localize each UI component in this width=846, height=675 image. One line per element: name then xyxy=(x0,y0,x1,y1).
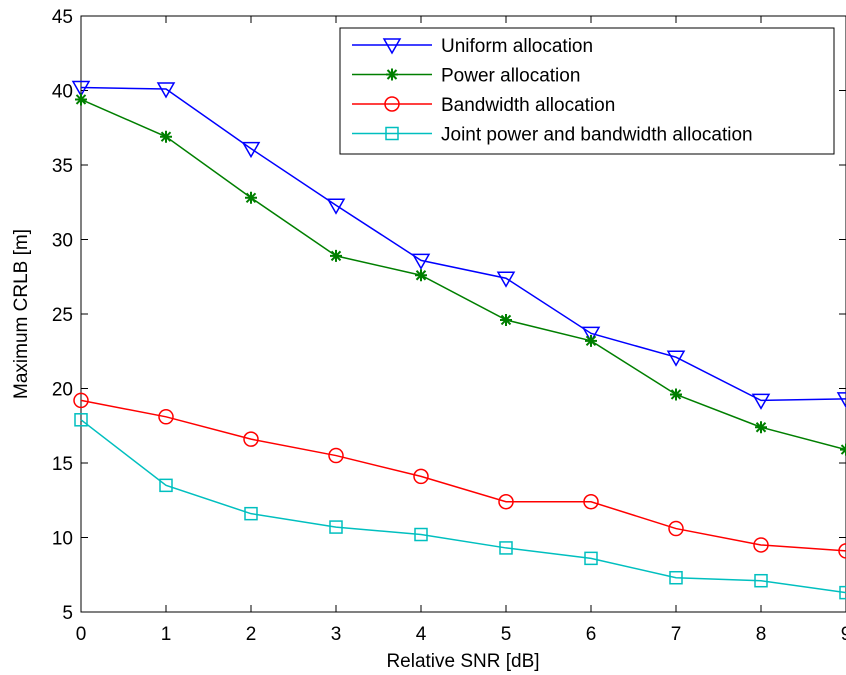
x-tick-label: 7 xyxy=(671,624,682,645)
axis-ticks: 012345678951015202530354045 xyxy=(52,7,846,645)
series-3-point-7 xyxy=(669,570,683,585)
legend-label: Uniform allocation xyxy=(441,36,593,57)
series-line-0 xyxy=(80,86,846,402)
series-0-point-7 xyxy=(666,350,686,367)
series-2-point-9 xyxy=(838,543,846,559)
series-1-point-5 xyxy=(500,313,512,326)
series-1-point-2 xyxy=(245,191,257,204)
series-2-point-2 xyxy=(243,431,259,447)
series-2-point-6 xyxy=(583,493,599,510)
series-0-point-3 xyxy=(326,198,346,215)
series-layer xyxy=(71,80,846,600)
x-tick-label: 1 xyxy=(161,624,172,645)
series-2-point-4 xyxy=(413,468,429,485)
series-3-point-6 xyxy=(584,551,598,566)
x-tick-label: 8 xyxy=(756,624,767,645)
series-3-point-9 xyxy=(839,585,846,600)
series-0-point-8 xyxy=(751,393,771,410)
y-tick-label: 10 xyxy=(52,529,73,550)
legend-label: Bandwidth allocation xyxy=(441,95,615,116)
series-3-point-5 xyxy=(499,541,513,555)
y-tick-label: 20 xyxy=(52,380,73,401)
legend-entry-1: Power allocation xyxy=(352,66,580,87)
x-tick-label: 2 xyxy=(246,624,257,645)
x-tick-label: 5 xyxy=(501,624,512,645)
series-3-point-0 xyxy=(74,413,88,427)
series-legend-1-point-0 xyxy=(386,68,398,81)
legend-label: Power allocation xyxy=(441,66,580,87)
series-3 xyxy=(74,413,846,600)
legend-entry-0: Uniform allocation xyxy=(352,36,593,57)
series-2-point-0 xyxy=(73,392,89,409)
y-tick-label: 30 xyxy=(52,231,73,252)
series-2-point-8 xyxy=(753,537,769,553)
series-3-point-8 xyxy=(754,573,768,588)
series-2-point-1 xyxy=(158,409,174,425)
y-tick-label: 5 xyxy=(62,603,73,624)
series-0-point-2 xyxy=(241,141,261,159)
series-0-point-9 xyxy=(836,392,846,409)
x-tick-label: 6 xyxy=(586,624,597,645)
series-0-point-1 xyxy=(156,82,176,99)
series-line-1 xyxy=(80,98,846,451)
y-tick-label: 15 xyxy=(52,454,73,475)
series-2-point-5 xyxy=(498,493,514,510)
series-1 xyxy=(75,93,846,456)
legend-entry-3: Joint power and bandwidth allocation xyxy=(352,125,753,146)
x-tick-label: 9 xyxy=(841,624,846,645)
series-0-point-6 xyxy=(581,326,601,343)
y-tick-label: 40 xyxy=(52,82,73,103)
series-1-point-8 xyxy=(755,421,767,434)
series-legend-0-point-0 xyxy=(382,38,402,55)
series-3-point-4 xyxy=(414,527,428,542)
series-0-point-0 xyxy=(71,80,91,98)
series-0 xyxy=(71,80,846,410)
series-line-2 xyxy=(80,399,846,552)
series-1-point-3 xyxy=(330,249,342,262)
series-2 xyxy=(73,392,846,559)
series-line-3 xyxy=(80,419,846,594)
series-1-point-1 xyxy=(160,130,172,143)
series-3-point-1 xyxy=(159,478,173,493)
series-1-point-4 xyxy=(415,269,427,282)
series-3-point-2 xyxy=(244,506,258,521)
x-tick-label: 3 xyxy=(331,624,342,645)
series-0-point-5 xyxy=(496,271,516,288)
series-2-point-7 xyxy=(668,520,684,537)
legend-label: Joint power and bandwidth allocation xyxy=(441,125,753,146)
y-tick-label: 45 xyxy=(52,7,73,28)
x-axis-label: Relative SNR [dB] xyxy=(386,651,539,672)
series-1-point-7 xyxy=(670,388,682,401)
x-tick-label: 4 xyxy=(416,624,427,645)
y-tick-label: 35 xyxy=(52,156,73,177)
series-legend-2-point-0 xyxy=(384,96,400,112)
legend: Uniform allocation Power allocation Bandwi… xyxy=(339,27,835,155)
series-legend-3-point-0 xyxy=(385,126,399,141)
x-tick-label: 0 xyxy=(76,624,87,645)
series-2-point-3 xyxy=(328,447,344,464)
series-3-point-3 xyxy=(329,520,343,534)
series-0-point-4 xyxy=(411,253,431,270)
series-1-point-0 xyxy=(75,93,87,106)
legend-entry-2: Bandwidth allocation xyxy=(352,95,615,116)
y-tick-label: 25 xyxy=(52,305,73,326)
y-axis-label: Maximum CRLB [m] xyxy=(11,229,32,399)
series-1-point-6 xyxy=(585,334,597,347)
